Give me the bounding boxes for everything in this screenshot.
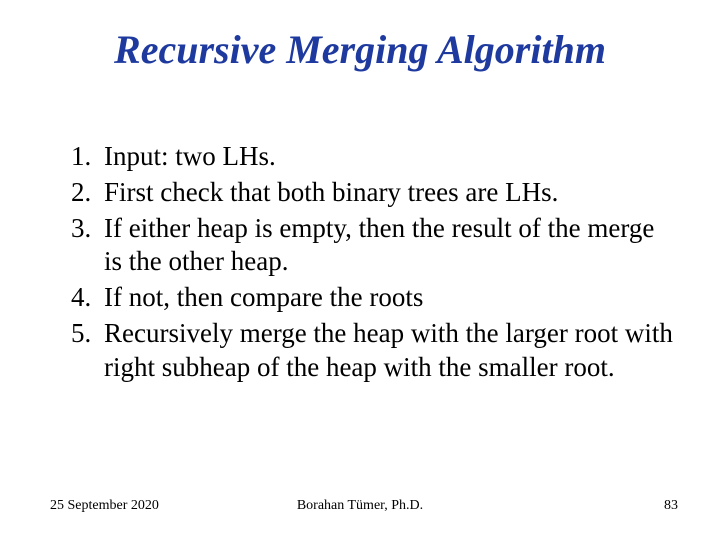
footer-page-number: 83 xyxy=(664,498,678,514)
list-item: Input: two LHs. xyxy=(98,140,675,174)
list-item: If not, then compare the roots xyxy=(98,281,675,315)
list-item: First check that both binary trees are L… xyxy=(98,176,675,210)
slide-title: Recursive Merging Algorithm xyxy=(0,28,720,72)
list-item: Recursively merge the heap with the larg… xyxy=(98,317,675,385)
footer-author: Borahan Tümer, Ph.D. xyxy=(0,498,720,514)
algorithm-steps-list: Input: two LHs. First check that both bi… xyxy=(50,140,675,384)
list-item: If either heap is empty, then the result… xyxy=(98,212,675,280)
slide-body: Input: two LHs. First check that both bi… xyxy=(50,140,675,386)
slide: Recursive Merging Algorithm Input: two L… xyxy=(0,0,720,540)
